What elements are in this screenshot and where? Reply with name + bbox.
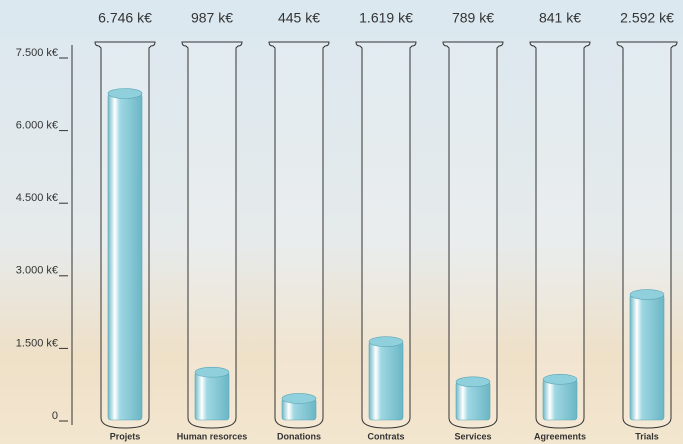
bar — [368, 341, 404, 421]
bar-cap — [542, 373, 578, 385]
bar — [194, 371, 230, 421]
bar-cap — [629, 289, 665, 300]
test-tube — [529, 41, 591, 429]
bar — [107, 93, 143, 421]
y-tick-label: 3.000 k€ — [16, 265, 58, 277]
value-label: 6.746 k€ — [98, 10, 152, 26]
y-tick-label: 7.500 k€ — [16, 47, 58, 59]
bar-cap — [194, 366, 230, 378]
x-tick-label: Contrats — [367, 431, 404, 441]
bar-cap — [455, 376, 491, 388]
x-tick-label: Human resorces — [177, 431, 248, 441]
x-tick-label: Projets — [110, 431, 141, 441]
x-tick-label: Donations — [277, 431, 321, 441]
value-label: 987 k€ — [191, 10, 233, 26]
y-tick-label: 6.000 k€ — [16, 120, 58, 132]
value-label: 2.592 k€ — [620, 10, 674, 26]
value-label: 789 k€ — [452, 10, 494, 26]
y-tick-label: 4.500 k€ — [16, 192, 58, 204]
x-tick-label: Services — [454, 431, 491, 441]
bar-cap — [107, 88, 143, 99]
value-label: 445 k€ — [278, 10, 320, 26]
y-tick-label: 1.500 k€ — [16, 337, 58, 349]
bar — [542, 378, 578, 421]
test-tube — [268, 41, 330, 429]
bar — [455, 381, 491, 421]
test-tube — [355, 41, 417, 429]
bar-cap — [281, 393, 317, 404]
bar — [629, 294, 665, 421]
value-label: 841 k€ — [539, 10, 581, 26]
bar-cap — [368, 336, 404, 347]
test-tube — [181, 41, 243, 429]
x-tick-label: Trials — [635, 431, 659, 441]
value-label: 1.619 k€ — [359, 10, 413, 26]
x-tick-label: Agreements — [534, 431, 586, 441]
test-tube — [442, 41, 504, 429]
y-tick-label: 0 — [52, 410, 58, 422]
